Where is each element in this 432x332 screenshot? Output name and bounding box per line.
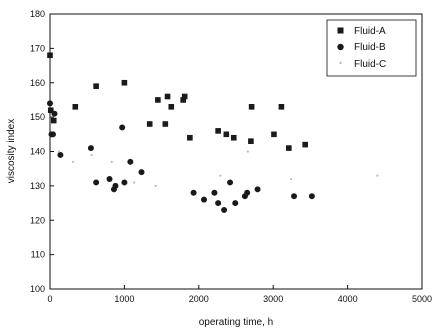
x-tick-label: 5000 [412, 294, 432, 304]
y-tick-label: 170 [30, 43, 45, 53]
data-point-fluid-b [106, 176, 113, 182]
data-point-fluid-c [132, 181, 136, 184]
data-point-fluid-b [93, 179, 100, 186]
data-point-fluid-a [93, 83, 99, 89]
data-point-fluid-a [302, 141, 308, 148]
data-point-fluid-a [72, 104, 79, 110]
data-point-fluid-b [47, 100, 53, 107]
data-point-fluid-c [90, 153, 93, 157]
data-point-fluid-a [223, 131, 230, 138]
data-points [47, 52, 379, 213]
data-point-fluid-b [254, 186, 261, 193]
data-point-fluid-a [121, 79, 128, 86]
data-point-fluid-a [162, 121, 169, 127]
y-axis: 100 110 120 130 140 150 160 170 180 [30, 9, 54, 294]
data-point-fluid-a [180, 97, 186, 103]
data-point-fluid-b [57, 151, 64, 158]
data-point-fluid-c [57, 150, 61, 153]
y-tick-label: 150 [30, 112, 45, 122]
legend-label-fluid-a: Fluid-A [354, 26, 386, 37]
data-point-fluid-b [112, 182, 119, 189]
data-point-fluid-b [138, 169, 145, 176]
data-point-fluid-c [289, 177, 293, 181]
data-point-fluid-a [181, 93, 188, 100]
data-point-fluid-a [286, 145, 292, 151]
data-point-fluid-c [376, 174, 379, 177]
data-point-fluid-a [146, 121, 153, 127]
legend-label-fluid-c: Fluid-C [354, 59, 386, 70]
legend-marker-fluid-b [337, 43, 344, 51]
data-point-fluid-a [215, 128, 221, 134]
data-point-fluid-c [154, 184, 157, 187]
data-point-fluid-a [248, 104, 255, 110]
data-point-fluid-a [47, 52, 53, 59]
x-tick-label: 4000 [338, 294, 358, 304]
data-point-fluid-b [127, 158, 134, 165]
x-axis: 0 1000 2000 3000 4000 5000 [47, 285, 432, 304]
data-point-fluid-a [50, 117, 57, 124]
data-point-fluid-b [121, 179, 128, 186]
x-tick-label: 0 [47, 294, 52, 304]
y-tick-label: 180 [30, 9, 45, 19]
y-tick-label: 160 [30, 78, 45, 88]
data-point-fluid-b [51, 110, 58, 117]
y-tick-label: 110 [31, 250, 45, 260]
data-point-fluid-a [164, 93, 171, 100]
data-point-fluid-b [201, 196, 208, 203]
data-point-fluid-a [47, 107, 54, 114]
data-point-fluid-b [244, 189, 251, 196]
data-point-fluid-c [219, 174, 222, 177]
data-point-fluid-a [248, 138, 254, 144]
y-tick-label: 130 [30, 181, 45, 191]
y-axis-title: viscosity index [6, 119, 17, 183]
data-point-fluid-a [187, 134, 193, 141]
x-axis-title: operating time, h [199, 317, 274, 328]
x-tick-label: 3000 [263, 294, 283, 304]
data-point-fluid-c [246, 150, 250, 153]
data-point-fluid-a [155, 97, 161, 103]
data-point-fluid-b [308, 193, 315, 200]
data-point-fluid-b [211, 189, 218, 196]
data-point-fluid-b [215, 200, 222, 207]
legend-label-fluid-b: Fluid-B [354, 42, 386, 53]
data-point-fluid-c [110, 160, 113, 163]
y-tick-label: 120 [30, 215, 45, 225]
legend: Fluid-A Fluid-B Fluid-C [326, 19, 417, 77]
data-point-fluid-b [87, 145, 94, 152]
data-point-fluid-b [119, 124, 126, 131]
x-tick-label: 1000 [114, 294, 134, 304]
y-tick-label: 100 [30, 284, 45, 294]
data-point-fluid-b [291, 193, 298, 200]
data-point-fluid-a [230, 134, 237, 141]
legend-marker-fluid-a [337, 27, 344, 34]
x-tick-label: 2000 [189, 294, 209, 304]
data-point-fluid-b [227, 179, 234, 186]
data-point-fluid-a [168, 104, 175, 110]
data-point-fluid-c [71, 160, 75, 163]
data-point-fluid-a [271, 131, 277, 138]
data-point-fluid-a [278, 104, 285, 110]
data-point-fluid-b [190, 189, 197, 196]
legend-marker-fluid-c [339, 61, 342, 65]
data-point-fluid-b [232, 200, 239, 207]
y-tick-label: 140 [30, 147, 45, 157]
data-point-fluid-b [49, 131, 56, 138]
data-point-fluid-b [221, 206, 228, 213]
